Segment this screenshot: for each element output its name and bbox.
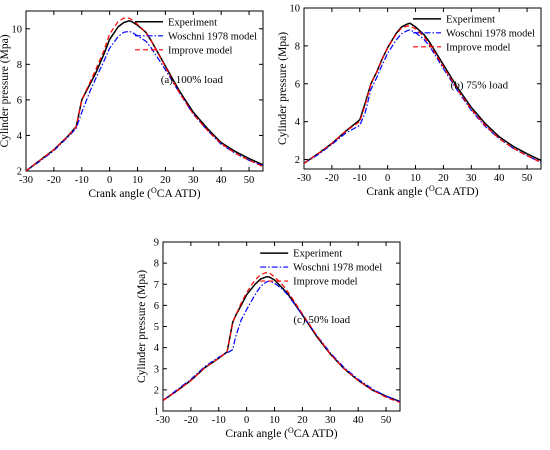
x-tick-label: 30 xyxy=(466,173,477,184)
series-line-improve xyxy=(26,17,263,171)
series-line-woschni xyxy=(163,280,400,403)
x-axis-title: Crank angle (OCA ATD) xyxy=(88,186,200,200)
x-tick-label: 10 xyxy=(132,175,143,186)
series-line-improve xyxy=(304,25,541,164)
series-line-woschni xyxy=(304,29,541,164)
x-tick-label: 10 xyxy=(269,415,280,426)
x-tick-label: -10 xyxy=(212,415,226,426)
series-line-experiment xyxy=(304,22,541,164)
panel-annotation: (a) 100% load xyxy=(161,74,224,86)
y-tick-label: 2 xyxy=(295,155,300,166)
legend-label: Woschni 1978 model xyxy=(168,31,257,42)
y-axis-title: Cylinder pressure (Mpa) xyxy=(277,32,289,145)
y-tick-label: 3 xyxy=(154,364,159,375)
x-tick-label: -30 xyxy=(297,173,311,184)
x-tick-label: 0 xyxy=(244,415,249,426)
series-line-experiment xyxy=(163,276,400,403)
plot-frame xyxy=(25,10,264,172)
x-tick-label: 30 xyxy=(188,175,199,186)
y-tick-label: 2 xyxy=(17,167,22,178)
x-tick-label: -30 xyxy=(156,415,170,426)
x-axis-title: Crank angle (OCA ATD) xyxy=(366,184,478,198)
x-tick-label: -20 xyxy=(325,173,339,184)
y-axis-title: Cylinder pressure (Mpa) xyxy=(136,270,148,383)
panel-annotation: (c) 50% load xyxy=(293,314,350,326)
y-tick-label: 1 xyxy=(154,407,159,418)
x-tick-label: 0 xyxy=(385,173,390,184)
x-tick-label: 0 xyxy=(107,175,112,186)
legend-label: Experiment xyxy=(446,14,495,25)
panel-annotation: (b) 75% load xyxy=(451,80,509,92)
y-tick-label: 6 xyxy=(295,79,300,90)
legend-label: Woschni 1978 model xyxy=(446,28,535,39)
y-axis-title: Cylinder pressure (Mpa) xyxy=(0,34,11,147)
x-tick-label: 30 xyxy=(325,415,336,426)
y-tick-label: 9 xyxy=(154,238,159,249)
x-tick-label: 20 xyxy=(438,173,449,184)
x-tick-label: -20 xyxy=(47,175,61,186)
x-tick-label: 40 xyxy=(216,175,227,186)
x-tick-label: 20 xyxy=(297,415,308,426)
y-tick-label: 4 xyxy=(17,131,23,142)
y-tick-label: 6 xyxy=(17,95,22,106)
x-tick-label: 40 xyxy=(494,173,505,184)
y-tick-label: 10 xyxy=(12,24,23,35)
x-tick-label: 50 xyxy=(381,415,392,426)
legend-label: Woschni 1978 model xyxy=(293,263,382,274)
x-tick-label: 50 xyxy=(244,175,255,186)
x-axis-title: Crank angle (OCA ATD) xyxy=(225,426,337,440)
x-tick-label: 10 xyxy=(410,173,421,184)
y-tick-label: 8 xyxy=(17,60,22,71)
y-tick-label: 8 xyxy=(154,259,159,270)
series-line-improve xyxy=(163,272,400,404)
x-tick-label: -30 xyxy=(19,175,33,186)
y-tick-label: 8 xyxy=(295,41,300,52)
legend-label: Improve model xyxy=(293,277,358,288)
chart-panel-3: -30 -20 -10 0 10 20 30 40 50 1 2 3 4 5 6 7 8 9 Crank angle… xyxy=(136,238,401,440)
y-tick-label: 5 xyxy=(154,322,159,333)
plot-frame xyxy=(303,7,542,170)
y-tick-label: 4 xyxy=(154,343,160,354)
y-tick-label: 10 xyxy=(290,4,301,15)
legend-label: Experiment xyxy=(293,249,342,260)
x-tick-label: -10 xyxy=(75,175,89,186)
y-tick-label: 2 xyxy=(154,385,159,396)
y-tick-label: 7 xyxy=(154,280,159,291)
x-tick-label: -20 xyxy=(184,415,198,426)
x-tick-label: 40 xyxy=(353,415,364,426)
legend-label: Improve model xyxy=(446,42,511,53)
legend-label: Improve model xyxy=(168,45,233,56)
x-tick-label: -10 xyxy=(353,173,367,184)
y-tick-label: 6 xyxy=(154,301,159,312)
x-tick-label: 20 xyxy=(160,175,171,186)
y-tick-label: 4 xyxy=(295,117,301,128)
x-tick-label: 50 xyxy=(522,173,533,184)
legend-label: Experiment xyxy=(168,17,217,28)
